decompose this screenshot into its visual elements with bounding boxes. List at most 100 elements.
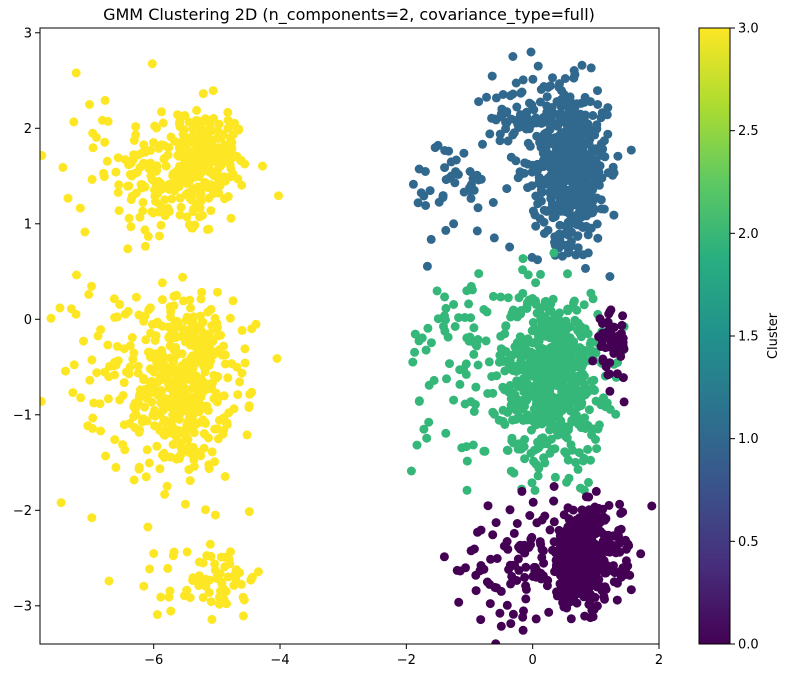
data-point-cluster-3 (145, 303, 155, 313)
data-point-cluster-2 (573, 318, 583, 328)
data-point-cluster-3 (182, 547, 192, 557)
colorbar-tick-label: 0.5 (738, 535, 759, 550)
data-point-cluster-2 (596, 400, 606, 410)
data-point-cluster-3 (159, 154, 169, 164)
data-point-cluster-3 (184, 117, 194, 127)
data-point-cluster-3 (171, 332, 181, 342)
data-point-cluster-1 (459, 148, 469, 158)
data-point-cluster-3 (133, 368, 143, 378)
data-point-cluster-3 (223, 107, 233, 117)
data-point-cluster-1 (546, 204, 556, 214)
data-point-cluster-1 (495, 136, 505, 146)
data-point-cluster-3 (88, 413, 98, 423)
data-point-cluster-2 (549, 248, 559, 258)
data-point-cluster-3 (198, 593, 208, 603)
data-point-cluster-3 (109, 294, 119, 304)
data-point-cluster-3 (228, 169, 238, 179)
data-point-cluster-3 (167, 417, 176, 426)
data-point-cluster-3 (173, 452, 183, 462)
data-point-cluster-2 (466, 281, 476, 291)
data-point-cluster-1 (473, 203, 483, 213)
data-point-cluster-3 (110, 435, 120, 445)
y-tick-label: 0 (24, 313, 32, 328)
data-point-cluster-3 (100, 137, 110, 147)
data-point-cluster-3 (112, 312, 122, 322)
data-point-cluster-2 (560, 425, 570, 435)
data-point-cluster-3 (133, 361, 143, 371)
data-point-cluster-3 (198, 210, 207, 220)
data-point-cluster-1 (588, 197, 597, 207)
data-point-cluster-2 (445, 359, 454, 369)
data-point-cluster-2 (569, 296, 579, 306)
data-point-cluster-0 (486, 554, 496, 564)
data-point-cluster-3 (130, 168, 140, 178)
data-point-cluster-3 (223, 373, 233, 383)
data-point-cluster-2 (524, 295, 534, 305)
data-point-cluster-3 (183, 158, 193, 168)
data-point-cluster-2 (555, 308, 565, 318)
data-point-cluster-0 (577, 574, 587, 583)
data-point-cluster-2 (532, 370, 542, 380)
data-point-cluster-1 (466, 193, 476, 203)
data-point-cluster-3 (152, 441, 162, 451)
data-point-cluster-3 (55, 303, 65, 313)
data-point-cluster-0 (519, 606, 528, 616)
data-point-cluster-3 (215, 569, 225, 579)
data-point-cluster-1 (539, 205, 549, 215)
x-tick-label: −6 (144, 653, 163, 668)
data-point-cluster-3 (165, 586, 175, 596)
data-point-cluster-2 (594, 420, 604, 430)
data-point-cluster-3 (175, 408, 185, 418)
data-point-cluster-3 (229, 580, 239, 590)
data-point-cluster-0 (454, 597, 464, 607)
data-point-cluster-3 (162, 481, 172, 491)
data-point-cluster-1 (527, 167, 537, 177)
y-tick-label: 2 (24, 122, 32, 137)
data-point-cluster-0 (492, 554, 502, 563)
data-point-cluster-1 (571, 183, 581, 192)
data-point-cluster-3 (196, 294, 206, 304)
data-point-cluster-3 (220, 359, 230, 369)
data-point-cluster-1 (539, 229, 549, 238)
data-point-cluster-0 (508, 609, 518, 619)
data-point-cluster-1 (438, 191, 448, 201)
data-point-cluster-1 (441, 225, 451, 235)
data-point-cluster-0 (585, 579, 595, 589)
data-point-cluster-0 (615, 499, 625, 509)
data-point-cluster-2 (550, 444, 560, 454)
data-point-cluster-0 (588, 612, 598, 622)
data-point-cluster-1 (600, 152, 610, 162)
y-tick-label: −1 (13, 408, 32, 423)
data-point-cluster-2 (471, 382, 481, 392)
data-point-cluster-3 (92, 368, 102, 378)
data-point-cluster-0 (589, 605, 599, 614)
data-point-cluster-3 (96, 426, 106, 436)
data-point-cluster-3 (198, 328, 208, 338)
data-point-cluster-3 (157, 363, 167, 373)
colorbar-tick-label: 1.0 (738, 432, 759, 447)
data-point-cluster-1 (589, 154, 599, 164)
data-point-cluster-2 (530, 485, 540, 495)
data-point-cluster-3 (160, 489, 170, 499)
data-point-cluster-3 (214, 188, 224, 198)
data-point-cluster-2 (541, 403, 551, 413)
data-point-cluster-1 (561, 187, 571, 197)
data-point-cluster-1 (548, 73, 557, 83)
data-point-cluster-3 (143, 231, 153, 241)
data-point-cluster-3 (204, 588, 214, 597)
data-point-cluster-3 (228, 296, 238, 306)
data-point-cluster-2 (520, 335, 530, 345)
data-point-cluster-3 (168, 551, 178, 561)
data-point-cluster-3 (198, 415, 208, 425)
data-point-cluster-3 (198, 317, 208, 327)
data-point-cluster-3 (175, 161, 184, 171)
data-point-cluster-1 (594, 168, 604, 178)
data-point-cluster-2 (577, 325, 587, 335)
data-point-cluster-0 (528, 497, 538, 507)
data-point-cluster-0 (600, 515, 610, 525)
data-point-cluster-0 (621, 556, 631, 566)
data-point-cluster-2 (554, 409, 564, 418)
data-point-cluster-3 (174, 119, 184, 129)
data-point-cluster-3 (244, 507, 254, 517)
data-point-cluster-1 (559, 89, 569, 99)
